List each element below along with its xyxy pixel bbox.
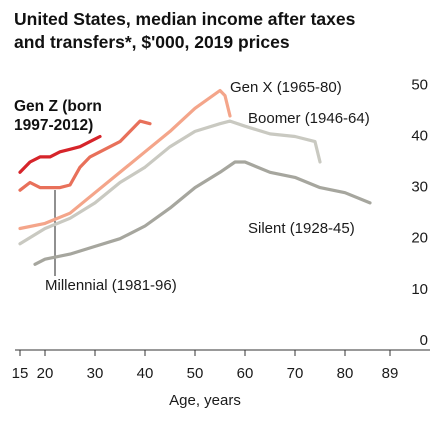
- series-label: Silent (1928-45): [248, 220, 355, 237]
- y-tick-label: 30: [411, 179, 428, 196]
- x-tick-label: 20: [37, 365, 54, 382]
- series-line: [18, 119, 322, 246]
- x-tick-label: 40: [137, 365, 154, 382]
- series-line: [18, 134, 102, 174]
- y-tick-label: 10: [411, 281, 428, 298]
- series-line: [18, 119, 152, 192]
- series-label: Gen X (1965-80): [230, 79, 342, 96]
- series-line: [33, 160, 372, 266]
- series-label: Gen Z (born 1997-2012): [14, 98, 102, 134]
- y-tick-label: 40: [411, 127, 428, 144]
- series-line: [18, 88, 232, 231]
- series-label: Millennial (1981-96): [45, 277, 177, 294]
- x-tick-label: 70: [287, 365, 304, 382]
- y-tick-label: 0: [420, 332, 428, 349]
- x-tick-label: 89: [382, 365, 399, 382]
- x-tick-label: 60: [237, 365, 254, 382]
- x-tick-label: 80: [337, 365, 354, 382]
- x-tick-label: 30: [87, 365, 104, 382]
- x-axis-label: Age, years: [169, 392, 241, 409]
- y-tick-label: 20: [411, 230, 428, 247]
- x-tick-label: 50: [187, 365, 204, 382]
- series-label: Boomer (1946-64): [248, 110, 370, 127]
- y-tick-label: 50: [411, 76, 428, 93]
- chart-title: United States, median income after taxes…: [14, 9, 356, 52]
- x-tick-label: 15: [12, 365, 29, 382]
